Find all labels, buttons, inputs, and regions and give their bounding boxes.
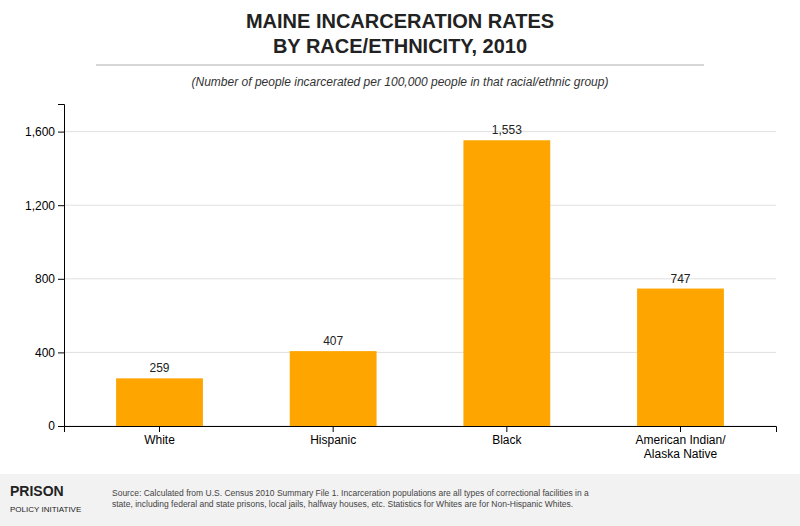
grid-line xyxy=(64,131,776,132)
grid-line xyxy=(64,278,776,279)
title-separator xyxy=(96,65,704,66)
y-tick: 1,600 xyxy=(25,125,64,139)
y-tick-mark xyxy=(58,426,64,427)
grid-line xyxy=(64,205,776,206)
bar xyxy=(463,140,550,426)
y-tick: 1,200 xyxy=(25,199,64,213)
y-tick-label: 400 xyxy=(35,346,55,360)
y-axis: 0 400 800 1,200 1,600 xyxy=(25,105,65,434)
footer: PRISON POLICY INITIATIVE Source: Calculate… xyxy=(0,474,800,526)
grid xyxy=(64,132,776,426)
annotation: PRISON xyxy=(10,483,64,499)
chart: MAINE INCARCERATION RATESBY RACE/ETHNICI… xyxy=(0,0,800,526)
data-labels: 259 407 1,553 747 xyxy=(149,123,690,375)
x-tick-mark xyxy=(506,426,507,432)
annotation: POLICY INITIATIVE xyxy=(10,505,81,514)
subtitle: (Number of people incarcerated per 100,0… xyxy=(192,75,609,89)
data-label: 1,553 xyxy=(492,123,522,137)
data-label: 259 xyxy=(149,361,169,375)
bar xyxy=(637,289,724,426)
x-tick-label: Black xyxy=(492,433,522,447)
annotation: Source: Calculated from U.S. Census 2010… xyxy=(112,488,589,509)
y-tick-label: 800 xyxy=(35,272,55,286)
plot: 0 400 800 1,200 1,600 White Hispanic Black Ameri… xyxy=(25,105,777,461)
x-tick-mark xyxy=(333,426,334,432)
y-tick-mark xyxy=(58,352,64,353)
x-tick: American Indian/Alaska Native xyxy=(635,426,726,461)
x-tick: White xyxy=(144,426,175,447)
y-tick-mark xyxy=(58,132,64,133)
x-axis: White Hispanic Black American Indian/Alaska… xyxy=(65,426,777,461)
y-tick-label: 0 xyxy=(48,419,55,433)
x-tick-label: American Indian/Alaska Native xyxy=(635,433,726,461)
x-tick: Black xyxy=(492,426,522,447)
x-tick: Hispanic xyxy=(310,426,356,447)
y-tick-label: 1,200 xyxy=(25,199,55,213)
y-tick-mark xyxy=(58,279,64,280)
y-tick: 400 xyxy=(35,346,64,360)
x-tick-mark xyxy=(680,426,681,432)
x-axis-line xyxy=(65,427,777,433)
y-tick: 0 xyxy=(48,419,64,433)
x-tick-mark xyxy=(159,426,160,432)
x-tick-label: White xyxy=(144,433,175,447)
bar xyxy=(290,351,377,426)
data-label: 407 xyxy=(323,334,343,348)
bars xyxy=(116,140,724,426)
data-label: 747 xyxy=(670,272,690,286)
footer-background xyxy=(0,474,800,526)
y-tick-label: 1,600 xyxy=(25,125,55,139)
bar xyxy=(116,378,203,426)
x-tick-label: Hispanic xyxy=(310,433,356,447)
y-tick: 800 xyxy=(35,272,64,286)
y-tick-mark xyxy=(58,205,64,206)
y-axis-line xyxy=(58,105,65,427)
title: MAINE INCARCERATION RATESBY RACE/ETHNICI… xyxy=(246,10,554,57)
